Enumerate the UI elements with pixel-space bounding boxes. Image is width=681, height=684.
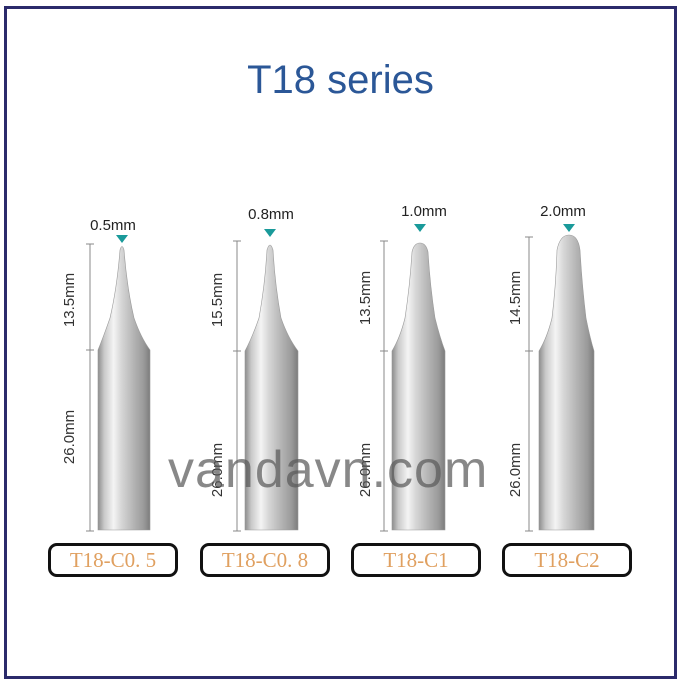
tip-size-marker-icon: [563, 224, 575, 232]
model-label-t18-c08: T18-C0. 8: [200, 543, 330, 577]
model-label-t18-c2: T18-C2: [502, 543, 632, 577]
tip-size-label: 0.8mm: [248, 206, 294, 223]
tip-size-label: 0.5mm: [90, 217, 136, 234]
model-label-t18-c05: T18-C0. 5: [48, 543, 178, 577]
taper-length-label: 13.5mm: [357, 271, 374, 325]
tip-t18-c2: 14.5mm 26.0mm 2.0mm: [507, 203, 595, 532]
tip-body: [97, 246, 151, 531]
tip-size-marker-icon: [116, 235, 128, 243]
watermark-text: vandavn.com: [168, 441, 489, 499]
taper-length-label: 14.5mm: [507, 271, 524, 325]
shank-length-label: 26.0mm: [61, 410, 78, 464]
tip-body: [244, 244, 299, 531]
tip-size-marker-icon: [414, 224, 426, 232]
tip-t18-c08: 15.5mm 26.0mm 0.8mm: [209, 206, 299, 532]
shank-length-label: 26.0mm: [357, 443, 374, 497]
tip-size-label: 1.0mm: [401, 203, 447, 220]
tip-body: [391, 242, 446, 531]
tip-size-marker-icon: [264, 229, 276, 237]
shank-length-label: 26.0mm: [209, 443, 226, 497]
page-title: T18 series: [247, 58, 434, 102]
tip-body: [538, 234, 595, 531]
shank-length-label: 26.0mm: [507, 443, 524, 497]
tip-size-label: 2.0mm: [540, 203, 586, 220]
tip-t18-c05: 13.5mm 26.0mm 0.5mm: [61, 217, 151, 532]
tip-t18-c1: 13.5mm 26.0mm 1.0mm: [357, 203, 447, 532]
model-label-t18-c1: T18-C1: [351, 543, 481, 577]
taper-length-label: 13.5mm: [61, 273, 78, 327]
taper-length-label: 15.5mm: [209, 273, 226, 327]
